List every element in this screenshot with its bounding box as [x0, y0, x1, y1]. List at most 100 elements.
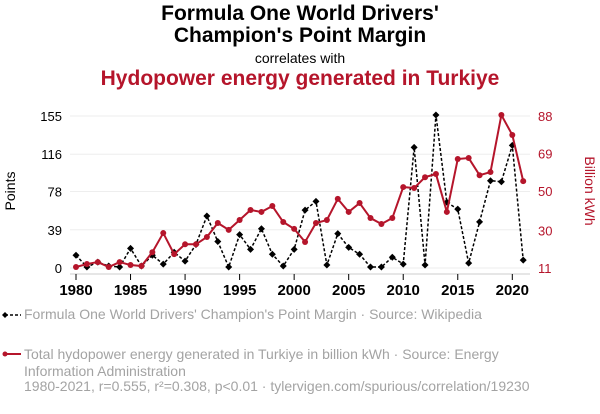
series2-point	[73, 264, 79, 271]
series1-point	[454, 205, 462, 213]
series1-point	[345, 243, 353, 251]
x-tick-label: 1985	[114, 282, 147, 299]
series2-point	[367, 215, 374, 222]
series1-point	[236, 231, 244, 239]
series2-point	[94, 259, 101, 266]
series2-point	[323, 217, 330, 224]
series1-point	[432, 111, 440, 119]
series1-point	[377, 263, 385, 271]
series2-point	[83, 261, 90, 268]
y-right-tick-label: 11	[538, 261, 552, 276]
series1-point	[519, 256, 527, 264]
y-right-tick-label: 88	[538, 109, 552, 124]
series1-point	[356, 250, 364, 258]
y-left-tick-label: 155	[40, 109, 62, 124]
series1-point	[334, 230, 342, 238]
x-tick-label: 1990	[168, 282, 201, 299]
chart-subtitle: correlates with	[254, 50, 346, 66]
series2-point	[214, 219, 221, 226]
series1-point	[203, 212, 211, 220]
y-left-tick-label: 78	[48, 185, 62, 200]
series2-point	[334, 195, 341, 202]
series1-point	[421, 261, 429, 269]
series1-point	[388, 253, 396, 261]
series2-point	[345, 208, 352, 215]
series1-point	[323, 261, 331, 269]
series-turkiye-hydropower	[73, 112, 527, 271]
x-tick-label: 1980	[59, 282, 92, 299]
series1-point	[399, 260, 407, 268]
y-left-tick-label: 39	[48, 223, 62, 238]
series1-point	[410, 143, 418, 151]
series1-point	[465, 259, 473, 267]
series2-point	[225, 226, 232, 233]
legend-label-series1: Formula One World Drivers' Champion's Po…	[24, 306, 482, 322]
series1-point	[290, 245, 298, 253]
series2-point	[356, 200, 363, 207]
legend-icons	[2, 312, 21, 357]
chart-title-secondary: Hydopower energy generated in Turkiye	[100, 67, 500, 90]
series2-point	[378, 220, 385, 227]
series2-point	[127, 262, 134, 269]
series2-point	[203, 234, 210, 241]
series2-point	[149, 249, 156, 256]
series2-point	[509, 131, 516, 138]
y-axis-label-left: Points	[2, 172, 18, 211]
x-tick-label: 2020	[496, 282, 529, 299]
series2-point	[236, 217, 243, 224]
series2-point	[465, 155, 472, 162]
series1-point	[159, 260, 167, 268]
series1-point	[214, 238, 222, 246]
series1-point	[225, 263, 233, 271]
series2-point	[411, 185, 418, 192]
x-tick-label: 2010	[387, 282, 420, 299]
series1-point	[116, 263, 124, 271]
series1-point	[476, 218, 484, 226]
series2-point	[192, 241, 199, 248]
series2-point	[389, 215, 396, 222]
series2-point	[247, 206, 254, 213]
series2-point	[487, 169, 494, 176]
series1-point	[257, 225, 265, 233]
series2-point	[443, 208, 450, 215]
y-right-tick-label: 50	[538, 184, 552, 199]
series2-point	[160, 230, 167, 237]
series1-point	[268, 250, 276, 258]
x-tick-label: 2005	[332, 282, 365, 299]
series2-point	[422, 174, 429, 181]
series2-point	[498, 112, 505, 119]
x-tick-label: 2015	[441, 282, 474, 299]
series1-point	[127, 244, 135, 252]
series2-point	[280, 219, 287, 226]
series1-point	[312, 197, 320, 205]
series2-point	[138, 263, 145, 270]
series2-point	[454, 156, 461, 163]
series2-point	[400, 184, 407, 191]
legend-icon-series2-marker	[2, 351, 8, 357]
series1-point	[301, 206, 309, 214]
chart-title-line2: Champion's Point Margin	[173, 24, 427, 47]
series2-point	[258, 208, 265, 215]
y-right-tick-label: 30	[538, 223, 552, 238]
series1-point	[247, 245, 255, 253]
x-tick-label: 2000	[277, 282, 310, 299]
series2-point	[182, 241, 189, 248]
series2-point	[302, 238, 309, 245]
y-axis-label-right: Billion kWh	[582, 156, 598, 225]
footer-stats: 1980-2021, r=0.555, r²=0.308, p<0.01 · t…	[24, 378, 530, 394]
series1-point	[181, 257, 189, 265]
gridlines	[70, 115, 530, 269]
legend-icon-series1-marker	[2, 312, 8, 318]
series1-point	[72, 251, 80, 259]
legend-label-series2: Total hydopower energy generated in Turk…	[24, 346, 499, 379]
series2-point	[476, 172, 483, 179]
series2-point	[116, 259, 123, 266]
series2-point	[291, 225, 298, 232]
series2-point	[520, 178, 527, 185]
y-left-tick-label: 0	[55, 261, 62, 276]
series2-point	[105, 264, 112, 271]
series1-point	[367, 263, 375, 271]
y-left-tick-label: 116	[41, 147, 62, 162]
series1-point	[486, 177, 494, 185]
